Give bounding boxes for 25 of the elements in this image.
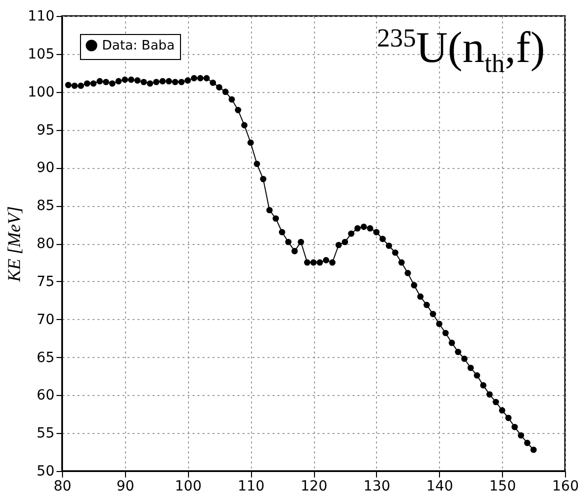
x-tick-label: 160 <box>552 478 579 493</box>
x-tick-label: 110 <box>238 478 264 493</box>
legend-label: Data: Baba <box>102 38 175 54</box>
y-tick-label: 100 <box>28 84 54 100</box>
y-tick-label: 65 <box>36 350 54 366</box>
y-axis-title: KE [MeV] <box>4 206 24 283</box>
x-tick-label: 130 <box>364 478 390 493</box>
x-tick-label: 150 <box>489 478 516 493</box>
y-tick-label: 110 <box>28 8 54 24</box>
x-tick-label: 120 <box>300 478 328 493</box>
x-tick-label: 100 <box>174 478 202 493</box>
y-tick-label: 80 <box>36 236 54 252</box>
y-tick-label: 85 <box>36 198 54 214</box>
x-tick-label: 140 <box>426 478 454 493</box>
y-tick-label: 70 <box>36 312 54 328</box>
y-tick-label: 60 <box>36 388 54 404</box>
x-tick-label: 80 <box>54 478 72 493</box>
y-tick-label: 105 <box>28 46 54 62</box>
y-tick-label: 75 <box>36 274 54 290</box>
annotation: $^{235}$U(n$_{th}$,f) <box>377 22 545 79</box>
y-tick-label: 55 <box>36 426 54 442</box>
y-tick-label: 95 <box>36 122 54 138</box>
y-tick-label: 50 <box>36 464 54 480</box>
x-tick-label: 90 <box>116 478 134 493</box>
y-tick-label: 90 <box>36 160 54 176</box>
